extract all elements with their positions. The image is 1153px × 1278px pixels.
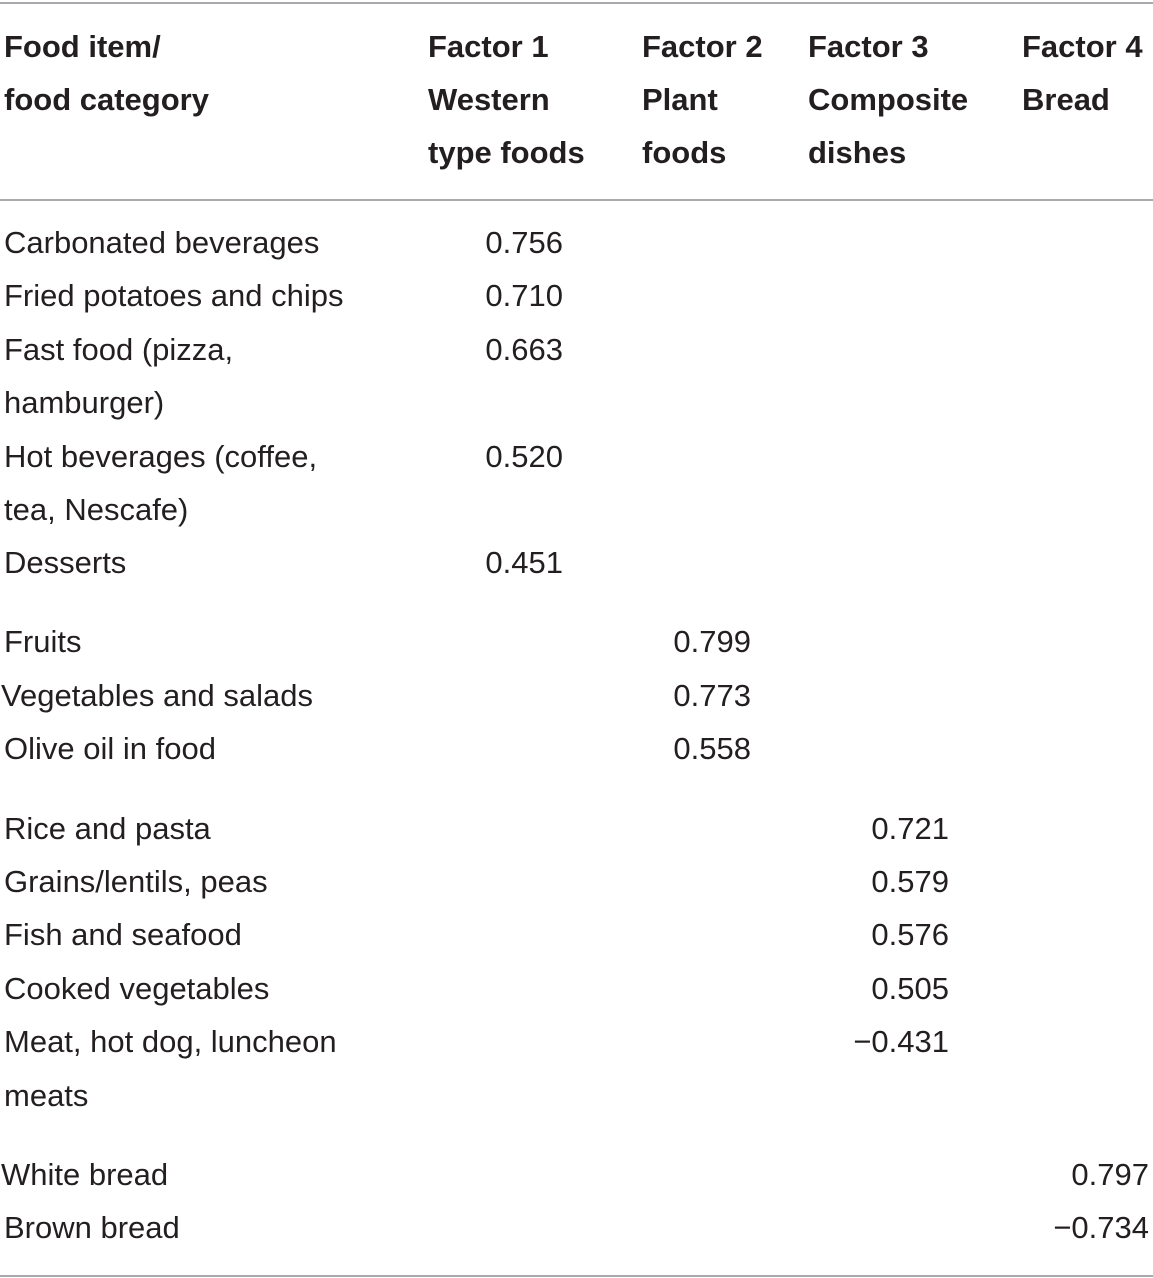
row-label-desserts: Desserts: [4, 545, 127, 580]
row-label-vegetables-salads: Vegetables and salads: [1, 678, 313, 713]
header-factor-4: Factor 4 Bread: [1022, 20, 1143, 126]
row-label-fast-food-line-2: hamburger): [4, 385, 165, 420]
header-factor-1-line-3: type foods: [428, 135, 585, 170]
header-factor-3-line-2: Composite: [808, 82, 969, 117]
table-top-rule: [0, 2, 1153, 4]
value-brown-bread: −0.734: [1053, 1210, 1149, 1245]
value-olive-oil: 0.558: [673, 731, 751, 766]
header-factor-3: Factor 3 Composite dishes: [808, 20, 968, 179]
row-label-white-bread: White bread: [1, 1157, 169, 1192]
header-factor-2-line-1: Factor 2: [642, 29, 763, 64]
header-food-item-line-1: Food item/: [4, 29, 161, 64]
row-label-carbonated-beverages: Carbonated beverages: [4, 225, 320, 260]
row-label-hot-beverages-line-2: tea, Nescafe): [4, 492, 189, 527]
value-desserts: 0.451: [485, 545, 563, 580]
value-white-bread: 0.797: [1071, 1157, 1149, 1192]
header-factor-2-line-3: foods: [642, 135, 727, 170]
table-bottom-rule: [0, 1275, 1153, 1277]
value-vegetables-salads: 0.773: [673, 678, 751, 713]
header-factor-1-line-1: Factor 1: [428, 29, 549, 64]
header-factor-2-line-2: Plant: [642, 82, 718, 117]
row-label-meat-line-1: Meat, hot dog, luncheon: [4, 1024, 337, 1059]
header-divider-rule: [0, 199, 1153, 201]
value-fried-potatoes: 0.710: [485, 278, 563, 313]
header-factor-2: Factor 2 Plant foods: [642, 20, 763, 179]
value-fast-food: 0.663: [485, 332, 563, 367]
value-hot-beverages: 0.520: [485, 439, 563, 474]
row-label-meat-line-2: meats: [4, 1078, 89, 1113]
header-food-item: Food item/ food category: [4, 20, 209, 126]
row-label-rice-pasta: Rice and pasta: [4, 811, 211, 846]
header-factor-3-line-3: dishes: [808, 135, 907, 170]
header-factor-3-line-1: Factor 3: [808, 29, 929, 64]
value-fish-seafood: 0.576: [871, 917, 949, 952]
value-fruits: 0.799: [673, 624, 751, 659]
row-label-olive-oil: Olive oil in food: [4, 731, 216, 766]
value-carbonated-beverages: 0.756: [485, 225, 563, 260]
row-label-cooked-vegetables: Cooked vegetables: [4, 971, 270, 1006]
row-label-grains-lentils: Grains/lentils, peas: [4, 864, 268, 899]
value-meat: −0.431: [853, 1024, 949, 1059]
row-label-fried-potatoes: Fried potatoes and chips: [4, 278, 344, 313]
row-label-brown-bread: Brown bread: [4, 1210, 180, 1245]
row-label-fruits: Fruits: [4, 624, 82, 659]
value-cooked-vegetables: 0.505: [871, 971, 949, 1006]
value-rice-pasta: 0.721: [871, 811, 949, 846]
row-label-fast-food-line-1: Fast food (pizza,: [4, 332, 234, 367]
header-factor-4-line-1: Factor 4: [1022, 29, 1143, 64]
row-label-fish-seafood: Fish and seafood: [4, 917, 242, 952]
row-label-hot-beverages-line-1: Hot beverages (coffee,: [4, 439, 318, 474]
header-factor-4-line-2: Bread: [1022, 82, 1110, 117]
header-factor-1-line-2: Western: [428, 82, 550, 117]
header-factor-1: Factor 1 Western type foods: [428, 20, 585, 179]
value-grains-lentils: 0.579: [871, 864, 949, 899]
header-food-item-line-2: food category: [4, 82, 209, 117]
